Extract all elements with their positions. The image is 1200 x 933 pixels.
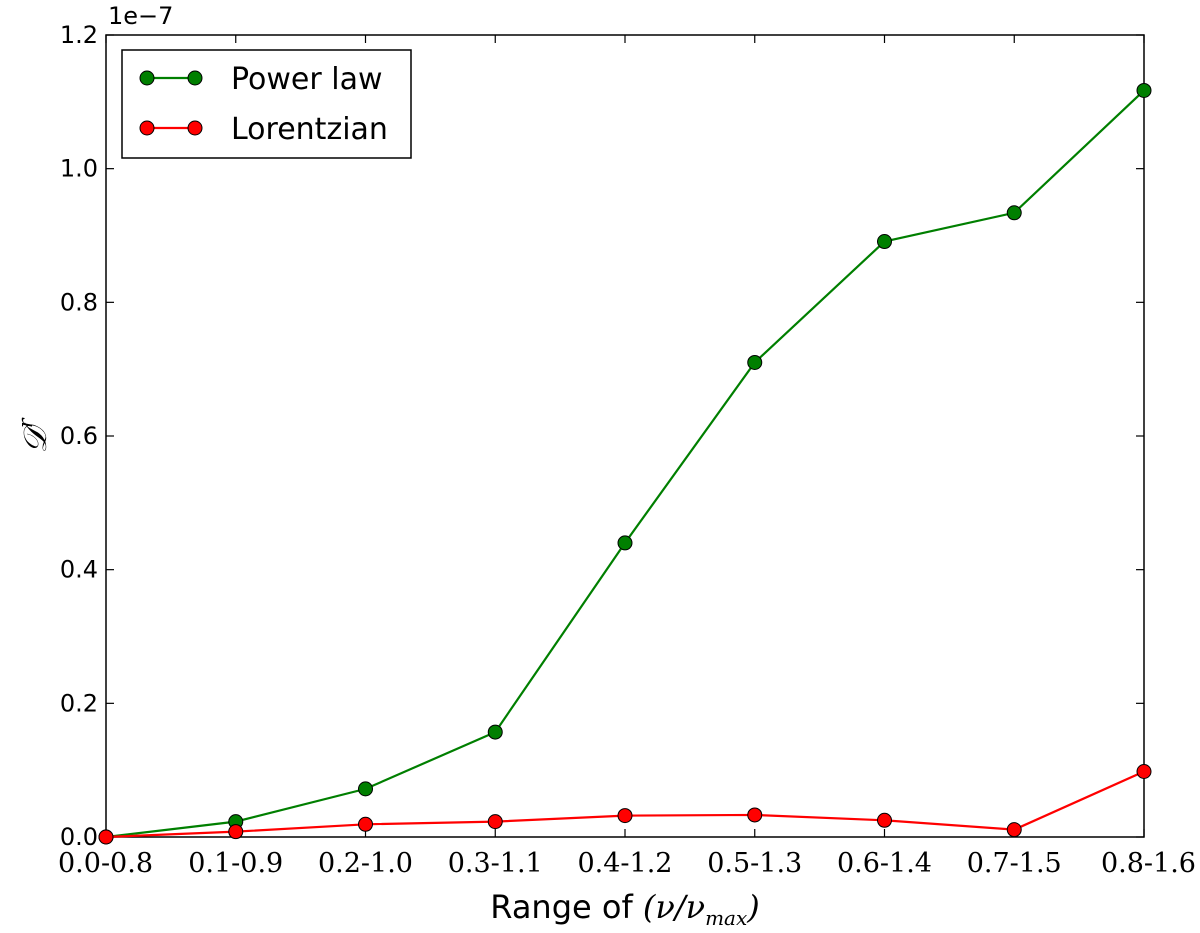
legend: Power law Lorentzian bbox=[121, 49, 412, 159]
data-point bbox=[877, 234, 892, 250]
data-point bbox=[617, 808, 633, 824]
x-tick-label: 0.7-1.5 bbox=[967, 848, 1062, 879]
data-point bbox=[1136, 764, 1152, 780]
legend-entry: Lorentzian bbox=[139, 112, 388, 147]
series-power-law bbox=[98, 82, 1152, 845]
legend-marker bbox=[187, 120, 203, 136]
legend-label: Power law bbox=[231, 62, 383, 97]
series-lorentzian bbox=[98, 764, 1152, 845]
data-point bbox=[617, 535, 633, 551]
y-tick-label: 0.2 bbox=[60, 689, 98, 717]
data-point bbox=[747, 807, 763, 823]
legend-label: Lorentzian bbox=[231, 112, 388, 147]
plot-area: 0.0 0.2 0.4 0.6 0.8 1.0 1.2 0.0-0.8 0.1-0.9 0.2-… bbox=[58, 21, 1196, 879]
x-tick-label: 0.6-1.4 bbox=[837, 848, 932, 879]
legend-marker bbox=[139, 120, 155, 136]
data-point bbox=[358, 781, 373, 797]
data-point bbox=[98, 829, 114, 845]
x-tick-label: 0.2-1.0 bbox=[318, 848, 413, 879]
x-axis-label: Range of (ν/νmax) bbox=[490, 888, 759, 930]
series-line bbox=[105, 770, 1145, 839]
y-tick-label: 0.4 bbox=[60, 556, 98, 584]
data-point bbox=[747, 354, 763, 370]
data-point bbox=[1006, 205, 1022, 221]
x-tick-label: 0.8-1.6 bbox=[1101, 848, 1196, 879]
y-ticks: 0.0 0.2 0.4 0.6 0.8 1.0 1.2 bbox=[60, 21, 1144, 851]
data-point bbox=[228, 824, 244, 840]
svg-text:𝒟r: 𝒟r bbox=[13, 417, 54, 454]
legend-marker bbox=[187, 70, 203, 86]
y-tick-label: 0.6 bbox=[60, 422, 98, 450]
x-tick-label: 0.0-0.8 bbox=[58, 848, 153, 879]
legend-entry: Power law bbox=[139, 62, 383, 97]
x-tick-label: 0.1-0.9 bbox=[188, 848, 283, 879]
series-layer bbox=[98, 82, 1152, 845]
x-axis-label-sub: max bbox=[705, 906, 747, 930]
x-axis-label-math: (ν/ν bbox=[643, 888, 705, 926]
y-axis-label-sup: r bbox=[13, 417, 37, 428]
series-line bbox=[105, 89, 1145, 839]
data-point bbox=[487, 814, 503, 830]
y-axis-label: 𝒟r bbox=[13, 417, 54, 454]
x-tick-label: 0.4-1.2 bbox=[577, 848, 672, 879]
y-tick-label: 0.0 bbox=[60, 823, 98, 851]
y-tick-label: 1.2 bbox=[60, 21, 98, 49]
data-point bbox=[1136, 82, 1152, 98]
y-tick-label: 0.8 bbox=[60, 288, 98, 316]
x-tick-label: 0.5-1.3 bbox=[707, 848, 802, 879]
data-point bbox=[1006, 822, 1022, 838]
legend-box bbox=[121, 49, 412, 159]
y-offset-label: 1e−7 bbox=[108, 2, 173, 30]
legend-marker bbox=[139, 70, 155, 86]
x-axis-label-prefix: Range of bbox=[490, 888, 633, 926]
x-tick-label: 0.3-1.1 bbox=[448, 848, 543, 879]
data-point bbox=[358, 816, 373, 832]
x-axis-label-close: ) bbox=[746, 888, 759, 926]
y-tick-label: 1.0 bbox=[60, 155, 98, 183]
data-point bbox=[877, 812, 892, 828]
data-point bbox=[487, 724, 503, 740]
x-ticks: 0.0-0.8 0.1-0.9 0.2-1.0 0.3-1.1 0.4-1.2 0.5-1… bbox=[58, 35, 1196, 879]
